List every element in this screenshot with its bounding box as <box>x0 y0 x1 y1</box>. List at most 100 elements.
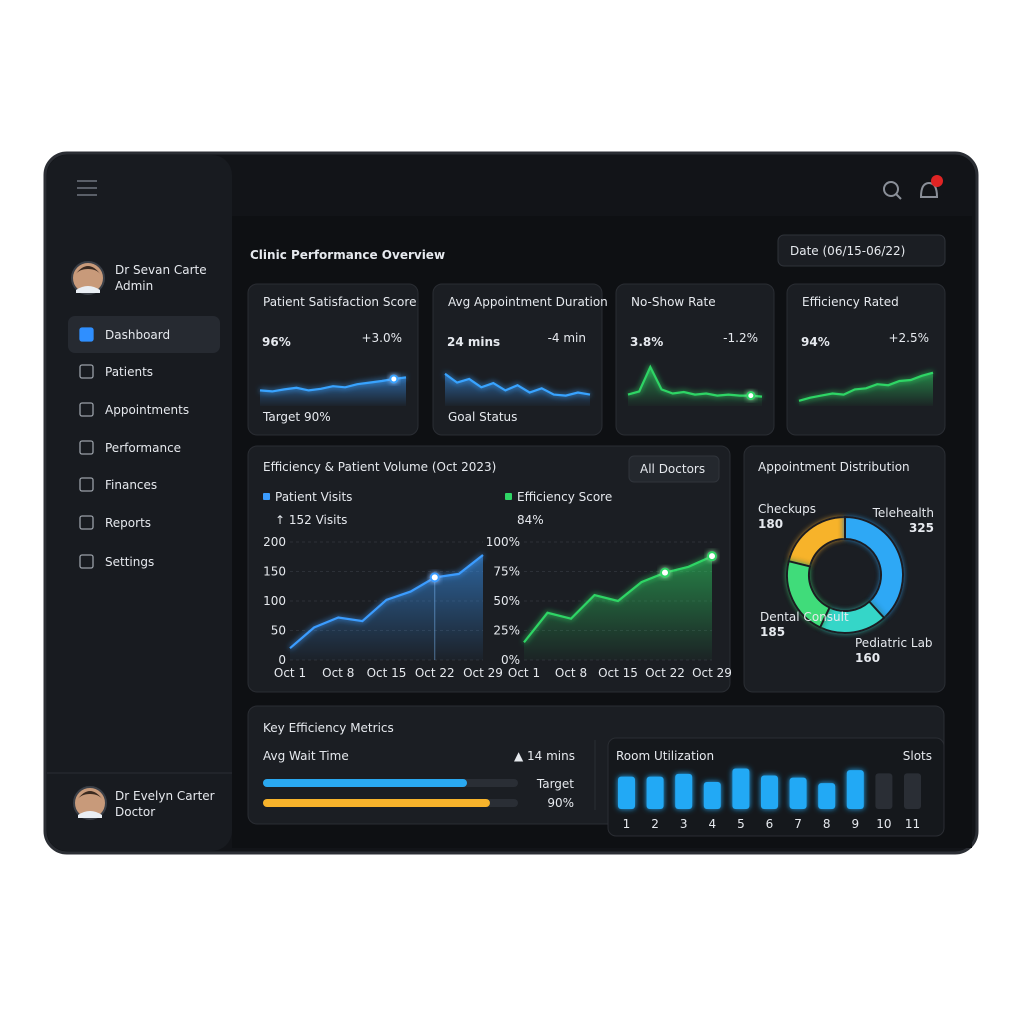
donut-value: 325 <box>909 521 934 535</box>
x-tick-label: Oct 29 <box>692 666 732 680</box>
y-tick-label: 200 <box>263 535 286 549</box>
donut-label: Checkups <box>758 502 816 516</box>
page-title: Clinic Performance Overview <box>250 248 445 262</box>
kpi-value: 96% <box>262 335 291 349</box>
line <box>289 554 484 650</box>
bar <box>904 773 921 809</box>
donut-label: Dental Consult <box>760 610 849 624</box>
nav-icon <box>79 440 94 455</box>
nav-icon <box>79 515 94 530</box>
x-tick-label: Oct 15 <box>598 666 638 680</box>
metric-change: ▲ 14 mins <box>514 749 575 763</box>
unit-label: Slots <box>903 749 932 763</box>
donut-label: Telehealth <box>872 506 934 520</box>
donut-value: 180 <box>758 517 783 531</box>
kpi-value: 3.8% <box>630 335 663 349</box>
x-tick-label: Oct 8 <box>322 666 354 680</box>
legend-swatch <box>505 493 512 500</box>
avatar-body <box>76 286 100 293</box>
kpi-badge: +3.0% <box>361 331 402 345</box>
nav-item[interactable]: Settings <box>105 555 154 569</box>
donut-label: Pediatric Lab <box>855 636 933 650</box>
x-tick-label: Oct 29 <box>463 666 503 680</box>
x-tick-label: 3 <box>680 817 688 831</box>
kpi-footnote: Goal Status <box>448 410 517 424</box>
nav-icon <box>79 554 94 569</box>
x-tick-label: Oct 15 <box>367 666 407 680</box>
bar <box>618 776 635 809</box>
sparkline-point <box>389 374 399 384</box>
donut-segment <box>786 559 831 629</box>
search-icon[interactable] <box>883 181 902 200</box>
x-tick-label: 11 <box>905 817 920 831</box>
notification-icon[interactable] <box>919 175 943 198</box>
filter-button[interactable] <box>628 455 720 483</box>
progress-bar <box>263 799 490 807</box>
y-tick-label: 75% <box>493 565 520 579</box>
legend-text: Efficiency Score <box>517 490 612 504</box>
kpi-footnote: Target 90% <box>262 410 331 424</box>
x-tick-label: 10 <box>876 817 891 831</box>
legend-text: Patient Visits <box>275 490 352 504</box>
data-point <box>429 572 440 583</box>
data-point <box>707 551 717 562</box>
nav-item[interactable]: Reports <box>105 516 151 530</box>
nav-item[interactable]: Finances <box>105 478 157 492</box>
bar <box>789 777 807 809</box>
x-tick-label: 5 <box>737 817 745 831</box>
filter-text: All Doctors <box>640 462 705 476</box>
area <box>524 556 712 660</box>
bar <box>761 775 778 809</box>
bar <box>846 770 864 809</box>
y-tick-label: 150 <box>263 565 286 579</box>
metric-label: Avg Wait Time <box>263 749 349 763</box>
nav-item[interactable]: Performance <box>105 441 181 455</box>
sparkline-area <box>445 373 590 406</box>
bar <box>732 768 750 809</box>
nav-icon <box>79 477 94 492</box>
x-tick-label: 7 <box>794 817 802 831</box>
x-tick-label: 8 <box>823 817 831 831</box>
progress-bar <box>263 779 467 787</box>
kpi-value: 24 mins <box>447 335 500 349</box>
nav-icon <box>79 364 94 379</box>
x-tick-label: Oct 22 <box>645 666 685 680</box>
x-tick-label: Oct 22 <box>415 666 455 680</box>
sidebar <box>47 155 232 851</box>
line <box>523 555 713 643</box>
profile-name: Dr Sevan Carte <box>115 263 207 277</box>
menu-icon[interactable] <box>77 180 97 196</box>
kpi-label: Avg Appointment Duration <box>448 295 608 309</box>
legend-swatch <box>263 493 270 500</box>
kpi-badge: -1.2% <box>723 331 758 345</box>
sparkline-point <box>746 391 756 401</box>
nav-active <box>68 316 220 353</box>
x-tick-label: 4 <box>708 817 716 831</box>
sparkline <box>259 376 407 393</box>
panel-title: Room Utilization <box>616 749 714 763</box>
avatar-body <box>78 811 102 818</box>
kpi-label: Efficiency Rated <box>802 295 899 309</box>
profile-role: Admin <box>115 279 153 293</box>
sparkline <box>444 372 591 397</box>
target-text: Target <box>536 777 574 791</box>
bar <box>818 783 836 809</box>
date-filter-text: Date (06/15-06/22) <box>790 244 905 258</box>
nav-item[interactable]: Dashboard <box>105 328 170 342</box>
bar <box>875 773 893 809</box>
x-tick-label: Oct 1 <box>508 666 540 680</box>
kpi-badge: -4 min <box>548 331 586 345</box>
nav-item[interactable]: Appointments <box>105 403 189 417</box>
y-tick-label: 25% <box>493 624 520 638</box>
avatar-hair <box>77 791 103 800</box>
date-filter[interactable] <box>777 234 946 267</box>
x-tick-label: 9 <box>851 817 859 831</box>
y-tick-label: 0% <box>501 653 520 667</box>
bar <box>646 776 664 809</box>
nav-item[interactable]: Patients <box>105 365 153 379</box>
nav-icon <box>79 402 94 417</box>
distribution-card <box>743 445 946 693</box>
kpi-badge: +2.5% <box>888 331 929 345</box>
